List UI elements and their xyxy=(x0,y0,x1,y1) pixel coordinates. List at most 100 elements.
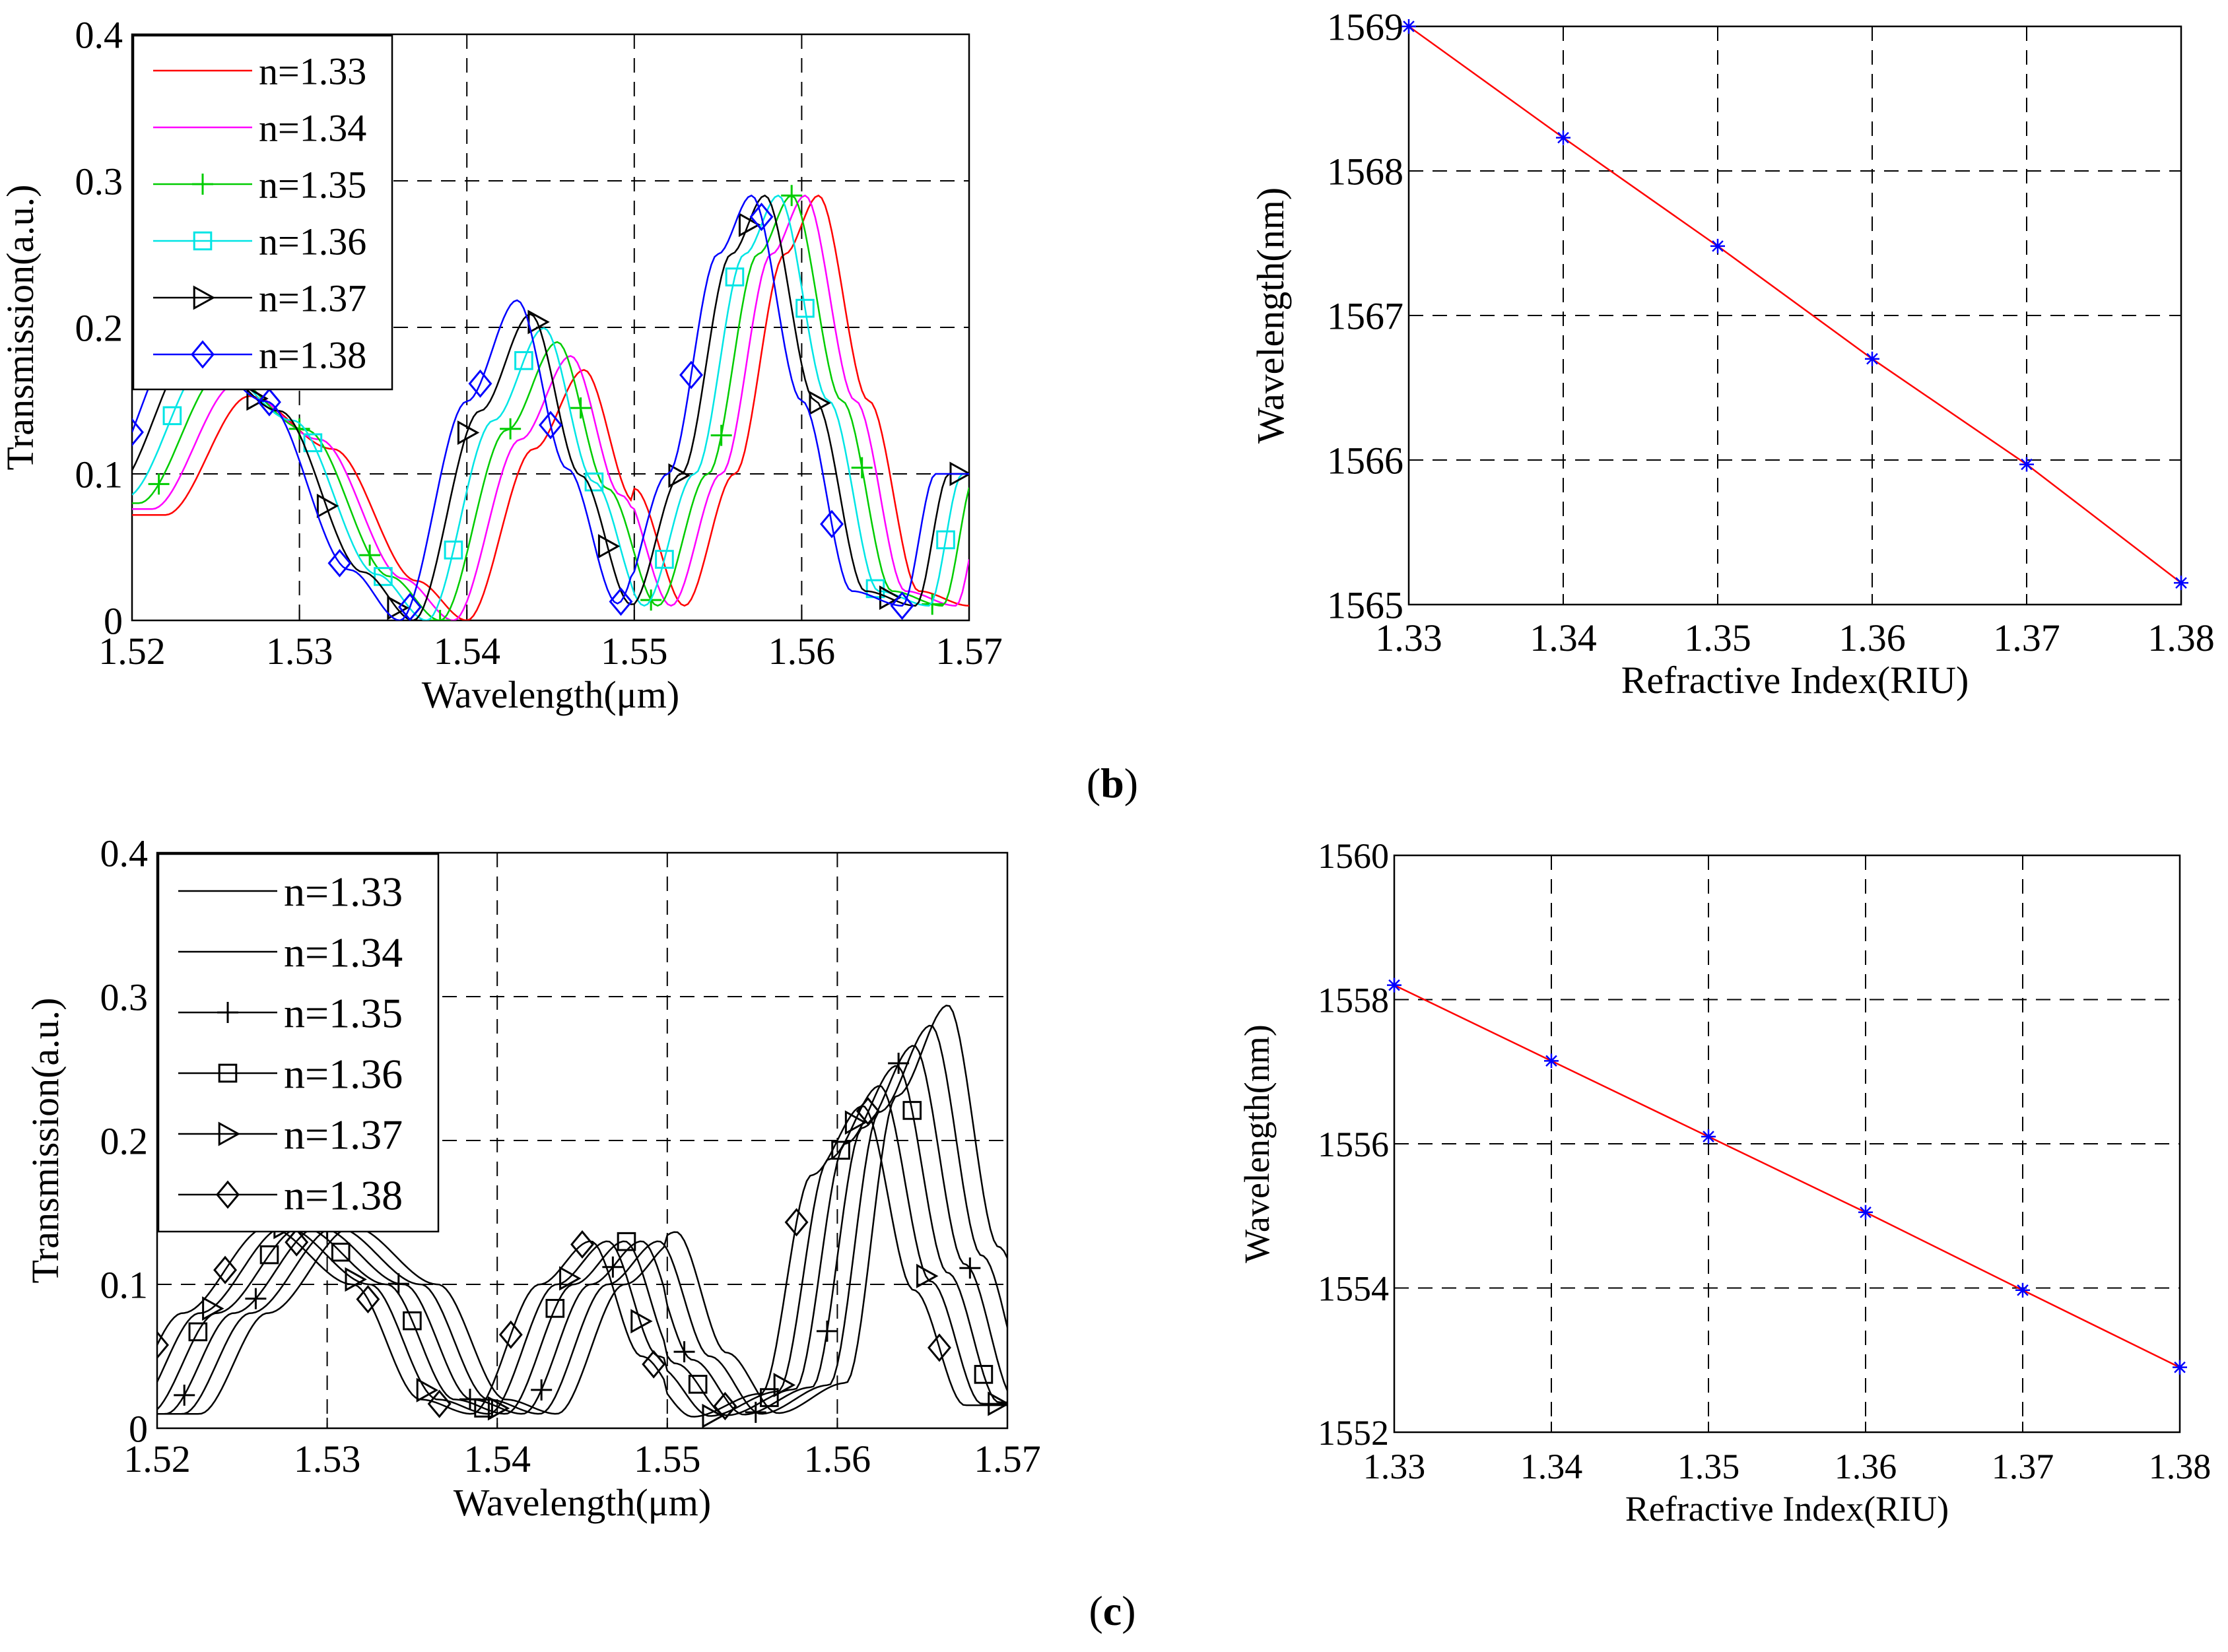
series-marker xyxy=(468,369,492,398)
series-marker xyxy=(245,1288,267,1309)
x-tick-label: 1.55 xyxy=(634,1437,701,1480)
series-marker xyxy=(809,391,831,416)
series-marker xyxy=(936,530,955,550)
plot-frame xyxy=(156,851,1009,1430)
series-marker xyxy=(427,1389,452,1418)
series-marker xyxy=(820,510,844,539)
y-tick-label: 0.1 xyxy=(100,1263,149,1306)
series-marker xyxy=(388,1273,409,1295)
legend-marker xyxy=(217,1002,238,1023)
series-marker xyxy=(916,1263,939,1288)
y-tick-label: 1552 xyxy=(1318,1413,1389,1453)
series-marker xyxy=(773,1373,796,1398)
x-tick-label: 1.37 xyxy=(1992,1447,2054,1486)
data-point xyxy=(1701,1129,1716,1144)
plot-frame xyxy=(1407,25,2182,606)
x-tick-label: 1.55 xyxy=(601,630,668,673)
series-marker xyxy=(498,1320,523,1349)
x-tick-label: 1.53 xyxy=(266,630,333,673)
series-marker xyxy=(162,406,182,426)
y-tick-label: 1554 xyxy=(1318,1269,1389,1308)
series-marker xyxy=(132,418,144,447)
series-marker xyxy=(642,1350,666,1379)
series-n=1.34 xyxy=(132,194,969,620)
data-point xyxy=(2019,457,2034,472)
series-line xyxy=(157,1105,1007,1418)
x-axis-label: Wavelength(μm) xyxy=(454,1481,711,1524)
series-marker xyxy=(888,1052,910,1074)
series-marker xyxy=(331,1242,351,1262)
series-line xyxy=(157,1024,1007,1415)
series-marker xyxy=(570,397,591,419)
x-tick-label: 1.36 xyxy=(1835,1447,1897,1486)
legend-marker xyxy=(193,231,213,251)
series-marker xyxy=(679,360,703,389)
series-line xyxy=(132,194,969,620)
legend-label: n=1.33 xyxy=(259,50,366,92)
series-marker xyxy=(174,1384,195,1406)
fit-line xyxy=(1408,25,2182,584)
data-point xyxy=(1858,1205,1873,1220)
series-marker xyxy=(157,1331,169,1360)
series-marker xyxy=(500,418,522,440)
series-marker xyxy=(688,1375,708,1394)
series-marker xyxy=(673,1341,695,1363)
series-marker xyxy=(303,433,323,453)
series-marker xyxy=(630,1309,653,1334)
legend-label: n=1.37 xyxy=(259,277,366,319)
series-marker xyxy=(609,587,633,616)
series-marker xyxy=(539,411,562,440)
series-n=1.35 xyxy=(157,1045,1007,1423)
series-marker xyxy=(959,1257,981,1279)
series-line xyxy=(157,1045,1007,1416)
series-marker xyxy=(713,1391,737,1420)
series-marker xyxy=(403,1311,422,1331)
series-n=1.34 xyxy=(157,1024,1007,1415)
data-point xyxy=(1865,351,1879,366)
y-tick-label: 0.2 xyxy=(75,306,123,349)
series-marker xyxy=(188,1322,208,1342)
series-marker xyxy=(202,1296,224,1321)
y-tick-label: 1569 xyxy=(1327,5,1403,48)
series-marker xyxy=(457,420,480,446)
series-marker xyxy=(749,202,774,232)
x-tick-label: 1.33 xyxy=(1363,1447,1426,1486)
legend-marker xyxy=(218,1063,238,1083)
series-marker xyxy=(795,298,815,318)
series-marker xyxy=(584,472,604,492)
series-line xyxy=(132,194,969,620)
y-tick-label: 1566 xyxy=(1327,439,1403,482)
y-tick-label: 1567 xyxy=(1327,294,1403,337)
chart-c-transmission: 1.52 1.53 1.54 1.55 1.56 1.57 0 0.1 0.2 0.3 0.4 Wav… xyxy=(24,832,1041,1524)
legend-label: n=1.35 xyxy=(284,989,403,1036)
data-point xyxy=(1556,130,1570,145)
series-marker xyxy=(902,1101,922,1120)
series-marker xyxy=(416,1377,439,1403)
series-marker xyxy=(988,1391,1007,1416)
legend-label: n=1.37 xyxy=(284,1111,403,1158)
x-tick-label: 1.52 xyxy=(98,630,166,673)
series-marker xyxy=(890,591,914,620)
series-marker xyxy=(398,593,422,620)
legend-marker xyxy=(192,174,213,195)
y-tick-label: 1556 xyxy=(1318,1125,1389,1164)
y-tick-label: 0.1 xyxy=(75,453,123,496)
y-tick-label: 1565 xyxy=(1327,583,1403,626)
series-line xyxy=(132,194,969,620)
legend-label: n=1.36 xyxy=(284,1050,403,1097)
y-tick-label: 1558 xyxy=(1318,980,1389,1020)
legend-label: n=1.34 xyxy=(284,929,403,975)
series-line xyxy=(132,194,969,620)
x-tick-label: 1.38 xyxy=(2147,616,2215,659)
x-tick-label: 1.54 xyxy=(463,1437,531,1480)
data-point xyxy=(1387,977,1401,993)
panel-label-b: (b) xyxy=(1087,760,1138,807)
legend-marker xyxy=(218,1121,241,1146)
fit-line xyxy=(1394,984,2180,1368)
y-tick-label: 1568 xyxy=(1327,150,1403,193)
series-marker xyxy=(784,1208,809,1237)
y-axis-label: Wavelength(nm) xyxy=(1237,1024,1277,1263)
series-marker xyxy=(257,387,281,416)
series-marker xyxy=(974,1365,994,1384)
